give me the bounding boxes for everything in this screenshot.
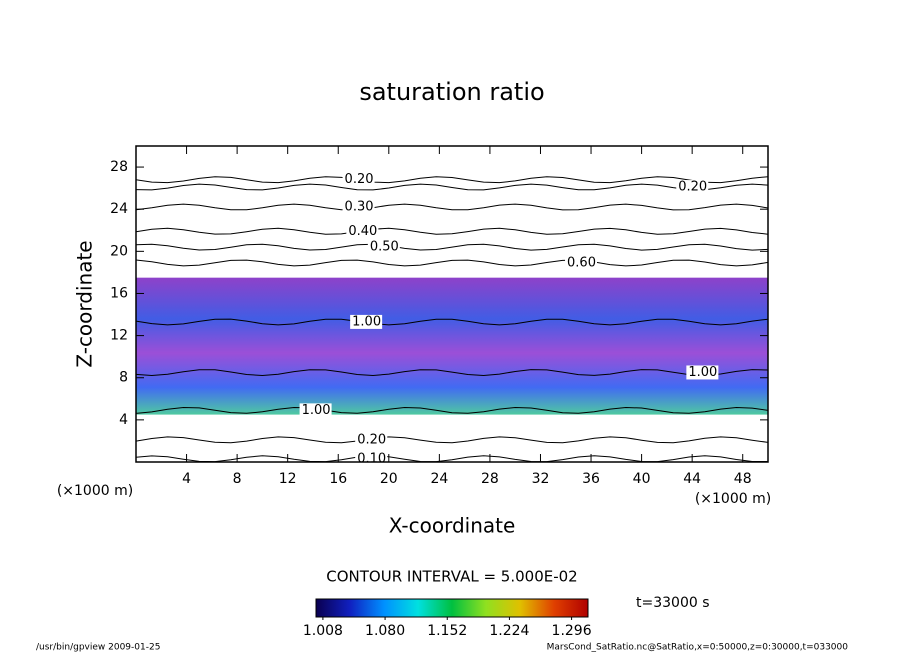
contour-line — [135, 176, 769, 184]
footer-right: MarsCond_SatRatio.nc@SatRatio,x=0:50000,… — [547, 643, 849, 653]
contour-label: 0.30 — [345, 200, 374, 215]
chart-title: saturation ratio — [359, 78, 544, 106]
y-tick-label: 4 — [119, 412, 128, 428]
x-unit: (×1000 m) — [695, 491, 771, 507]
footer-left: /usr/bin/gpview 2009-01-25 — [36, 643, 160, 653]
y-axis-label: Z-coordinate — [73, 240, 97, 367]
x-tick-label: 48 — [734, 471, 752, 487]
contour-label: 1.00 — [352, 314, 381, 329]
colorbar-tick-label: 1.224 — [489, 623, 529, 639]
contour-label-bg — [346, 224, 379, 239]
contour-line — [135, 436, 769, 444]
colorbar-tick-label: 1.080 — [365, 623, 405, 639]
x-tick-label: 8 — [233, 471, 242, 487]
contour-line — [135, 227, 769, 235]
x-tick-label: 40 — [633, 471, 651, 487]
contour-line — [135, 318, 769, 326]
x-tick-label: 36 — [582, 471, 600, 487]
contour-label-bg — [355, 432, 388, 447]
contour-label: 0.20 — [357, 432, 386, 447]
time-label: t=33000 s — [636, 595, 710, 611]
x-axis-label: X-coordinate — [389, 514, 516, 538]
x-tick-label: 24 — [430, 471, 448, 487]
y-tick-label: 16 — [110, 285, 128, 301]
contour-label: 1.00 — [302, 403, 331, 418]
contour-line — [135, 455, 768, 463]
colorbar-tick-label: 1.008 — [303, 623, 343, 639]
contour-label: 0.10 — [357, 451, 386, 466]
y-tick-label: 12 — [110, 328, 128, 344]
x-tick-label: 32 — [532, 471, 550, 487]
plot-frame — [135, 145, 769, 463]
contour-label: 0.50 — [370, 240, 399, 255]
contour-label-bg — [299, 403, 332, 418]
contour-line — [135, 369, 769, 377]
y-unit: (×1000 m) — [57, 483, 133, 499]
x-tick-label: 12 — [279, 471, 297, 487]
contour-interval: CONTOUR INTERVAL = 5.000E-02 — [326, 568, 577, 586]
y-tick-label: 28 — [110, 159, 128, 175]
x-tick-label: 16 — [329, 471, 347, 487]
contour-line — [135, 406, 769, 414]
x-tick-label: 20 — [380, 471, 398, 487]
contour-label-bg — [350, 314, 383, 329]
contour-line — [135, 259, 769, 267]
contour-line — [135, 243, 769, 251]
contour-label: 0.20 — [678, 180, 707, 195]
shaded-region — [136, 277, 768, 415]
y-tick-label: 8 — [119, 370, 128, 386]
colorbar — [315, 598, 589, 618]
contour-label: 1.00 — [688, 365, 717, 380]
contour-label: 0.20 — [345, 172, 374, 187]
contour-label-bg — [676, 180, 709, 195]
contour-label-bg — [686, 365, 719, 380]
contour-label: 0.40 — [348, 224, 377, 239]
contour-label-bg — [342, 172, 375, 187]
x-tick-label: 4 — [182, 471, 191, 487]
y-tick-label: 20 — [110, 243, 128, 259]
colorbar-tick-label: 1.152 — [427, 623, 467, 639]
colorbar-tick-label: 1.296 — [552, 623, 592, 639]
contour-label-bg — [342, 200, 375, 215]
contour-label: 0.60 — [567, 255, 596, 270]
x-tick-label: 28 — [481, 471, 499, 487]
contour-line — [135, 183, 769, 191]
contour-line — [135, 203, 769, 211]
contour-label-bg — [367, 240, 400, 255]
x-tick-label: 44 — [683, 471, 701, 487]
y-tick-label: 24 — [110, 201, 128, 217]
contour-label-bg — [565, 255, 598, 270]
